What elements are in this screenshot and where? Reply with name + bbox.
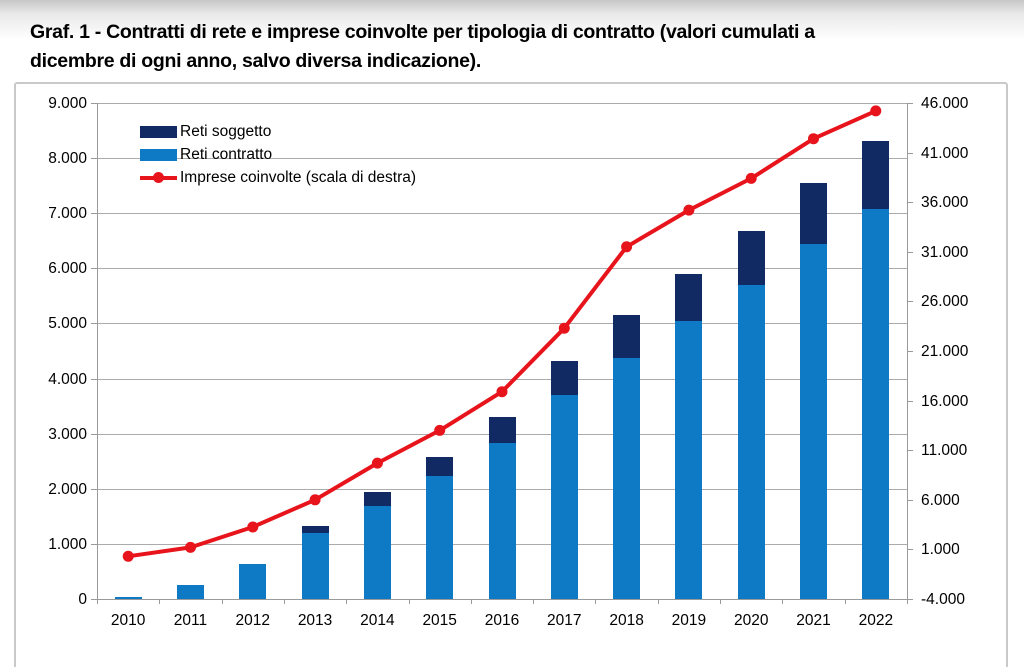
legend-label-imprese-coinvolte: Imprese coinvolte (scala di destra)	[180, 168, 417, 186]
legend-item-reti-soggetto: Reti soggetto	[140, 120, 416, 143]
legend-swatch-reti-soggetto	[140, 125, 177, 138]
legend-label-reti-contratto: Reti contratto	[180, 145, 273, 163]
legend-swatch-reti-contratto	[140, 148, 177, 161]
legend-line-marker-icon	[153, 172, 164, 183]
legend-item-reti-contratto: Reti contratto	[140, 143, 416, 166]
chart-caption-line-1: Graf. 1 - Contratti di rete e imprese co…	[30, 21, 815, 43]
legend-label-reti-soggetto: Reti soggetto	[180, 122, 272, 140]
legend-item-imprese-coinvolte: Imprese coinvolte (scala di destra)	[140, 166, 416, 189]
legend: Reti soggetto Reti contratto Imprese coi…	[140, 120, 416, 189]
legend-swatch-imprese-line	[140, 172, 177, 184]
chart-caption: Graf. 1 - Contratti di rete e imprese co…	[30, 18, 1010, 76]
chart-caption-line-2: dicembre di ogni anno, salvo diversa ind…	[30, 50, 481, 72]
